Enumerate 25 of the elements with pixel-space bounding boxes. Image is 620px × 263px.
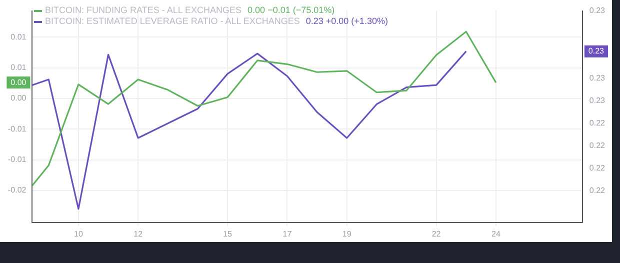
x-tick-label: 19 — [342, 229, 352, 238]
text: 0.23 — [588, 46, 605, 56]
annotation: 0.00 −0.01 (−75.01%) — [248, 5, 335, 15]
y-tick-label: 0.01 — [10, 63, 27, 72]
y-tick-label: 0.00 — [10, 94, 27, 103]
y2-tick-label: 0.22 — [589, 186, 606, 196]
y2-tick-label: 0.23 — [589, 6, 606, 16]
y2-tick-label: 0.22 — [589, 164, 606, 173]
legend-label: BITCOIN: FUNDING RATES - ALL EXCHANGES — [45, 5, 242, 15]
y-tick-label: -0.01 — [8, 124, 27, 134]
y2-tick-label: 0.23 — [589, 96, 606, 106]
x-tick-label: 17 — [282, 229, 292, 238]
x-tick-label: 15 — [223, 229, 233, 238]
x-tick-label: 22 — [432, 229, 442, 238]
legend-label: BITCOIN: ESTIMATED LEVERAGE RATIO - ALL EXCHANGES — [45, 16, 300, 26]
annotation: 0.23 +0.00 (+1.30%) — [306, 16, 388, 26]
y2-tick-label: 0.22 — [589, 118, 606, 128]
y-tick-label: 0.01 — [10, 32, 27, 42]
x-tick-label: 12 — [134, 229, 144, 238]
x-tick-label: 24 — [491, 229, 501, 238]
y-tick-label: -0.01 — [8, 155, 27, 164]
y2-tick-label: 0.22 — [589, 141, 606, 150]
y2-tick-label: 0.23 — [589, 74, 606, 83]
x-tick-label: 10 — [74, 229, 84, 238]
y-tick-label: -0.02 — [8, 186, 27, 195]
